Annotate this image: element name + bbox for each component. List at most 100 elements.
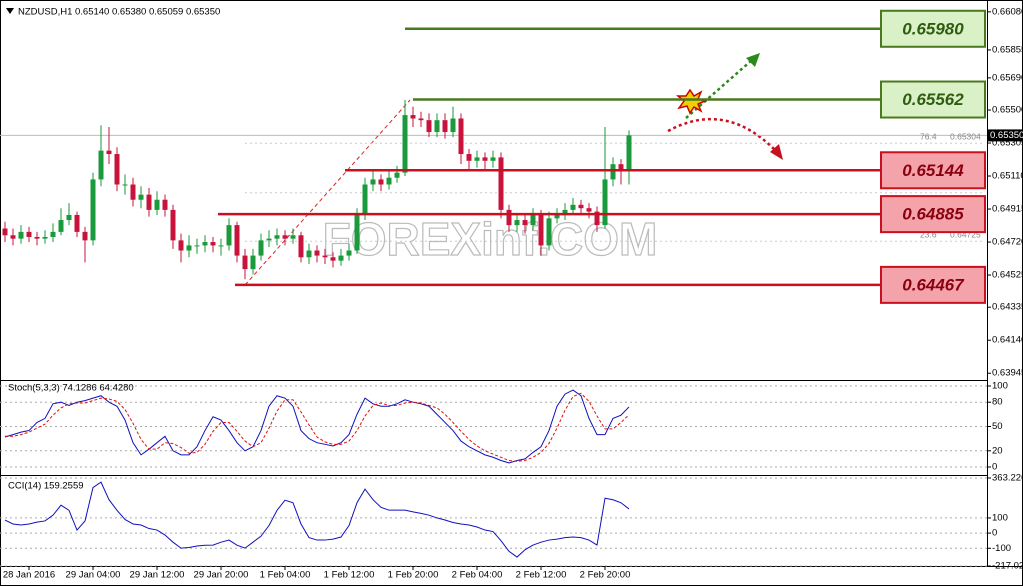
y-tick-label: 20 [992,445,1003,456]
level-label: 0.65562 [902,90,964,109]
fib-ratio: 76.4 [920,131,937,141]
chart-title: NZDUSD,H1 0.65140 0.65380 0.65059 0.6535… [18,7,220,18]
y-tick-label: 0.64720 [992,237,1023,248]
candle-body [410,115,416,119]
candle-body [618,164,624,171]
level-label: 0.64885 [902,205,964,224]
y-tick-label: 0.64335 [992,302,1023,313]
candle-body [322,255,328,258]
candle-body [578,204,584,209]
y-tick-label: 0.64140 [992,335,1023,346]
candle-body [282,235,288,239]
candle-body [10,235,16,239]
candle-body [562,209,568,215]
candle-body [34,236,40,239]
y-tick-label: 100 [992,512,1008,523]
candle-body [130,184,136,200]
candle-body [210,242,216,246]
y-tick-label: 0.65305 [992,138,1023,149]
candle-body [402,115,408,173]
candle-body [226,225,232,246]
y-tick-label: 0.66080 [992,6,1023,17]
y-tick-label: 100 [992,381,1008,392]
y-tick-label: 363.226 [992,473,1023,484]
x-tick-label: 29 Jan 12:00 [130,570,185,581]
up-arrow-head [746,53,760,67]
level-box [880,265,986,304]
candle-body [610,164,616,180]
candle-body [234,225,240,256]
candle-body [74,214,80,232]
indicator-line [5,392,630,462]
fib-ratio: 23.6 [920,229,937,239]
candle-body [162,199,168,210]
candle-body [114,154,120,185]
y-tick-label: -100 [992,543,1011,554]
candle-body [330,257,336,261]
y-tick-label: 0.65500 [992,105,1023,116]
candle-body [426,120,432,133]
candle-body [290,235,296,239]
y-tick-label: 0.65690 [992,72,1023,83]
indicator-line [4,481,630,558]
candle-body [82,231,88,241]
x-tick-label: 1 Feb 12:00 [324,570,375,581]
candle-body [306,250,312,258]
down-arrow-head [770,144,783,160]
candle-body [386,177,392,185]
y-tick-label: -217.029 [992,561,1023,572]
candle-body [138,194,144,200]
candle-body [66,214,72,221]
y-tick-label: 50 [992,421,1003,432]
candle-body [338,255,344,261]
level-box [880,80,986,119]
level-box [880,9,986,48]
candle-body [258,240,264,256]
candle-body [530,214,536,226]
watermark: FOREXinf.COM [323,213,658,265]
candle-body [482,157,488,161]
menu-icon [6,8,14,14]
candle-body [506,209,512,226]
x-tick-label: 28 Jan 2016 [3,570,55,581]
fib-price: 0.64725 [950,229,981,239]
level-box [880,195,986,234]
indicator-line [4,389,630,464]
candle-body [602,179,608,226]
level-label: 0.65980 [902,19,964,38]
level-label: 0.64467 [902,275,965,294]
candle-body [442,120,448,133]
candle-body [522,220,528,226]
candle-body [274,235,280,239]
candle-body [90,179,96,241]
y-tick-label: 0 [992,528,997,539]
x-tick-label: 1 Feb 20:00 [388,570,439,581]
cci-title: CCI(14) 159.2559 [8,481,84,492]
y-tick-label: 0.65855 [992,44,1023,55]
candle-body [18,231,24,239]
candle-body [194,245,200,247]
x-tick-label: 2 Feb 04:00 [452,570,503,581]
candle-body [362,184,368,215]
y-tick-label: 0.65110 [992,171,1023,182]
candle-body [626,135,632,171]
candle-body [514,220,520,226]
down-arrow [667,117,776,151]
candle-body [586,208,592,212]
candle-body [298,235,304,258]
candle-body [594,211,600,226]
candle-body [2,228,8,236]
candle-body [490,157,496,161]
y-tick-label: 0.63945 [992,368,1023,379]
candle-body [186,245,192,251]
candle-body [154,199,160,210]
y-tick-label: 0.64915 [992,204,1023,215]
candle-body [394,172,400,178]
candle-body [314,250,320,256]
candle-body [250,255,256,270]
candle-body [242,255,248,270]
candle-body [434,120,440,133]
candle-body [450,118,456,133]
candle-body [570,204,576,210]
candle-body [474,157,480,161]
